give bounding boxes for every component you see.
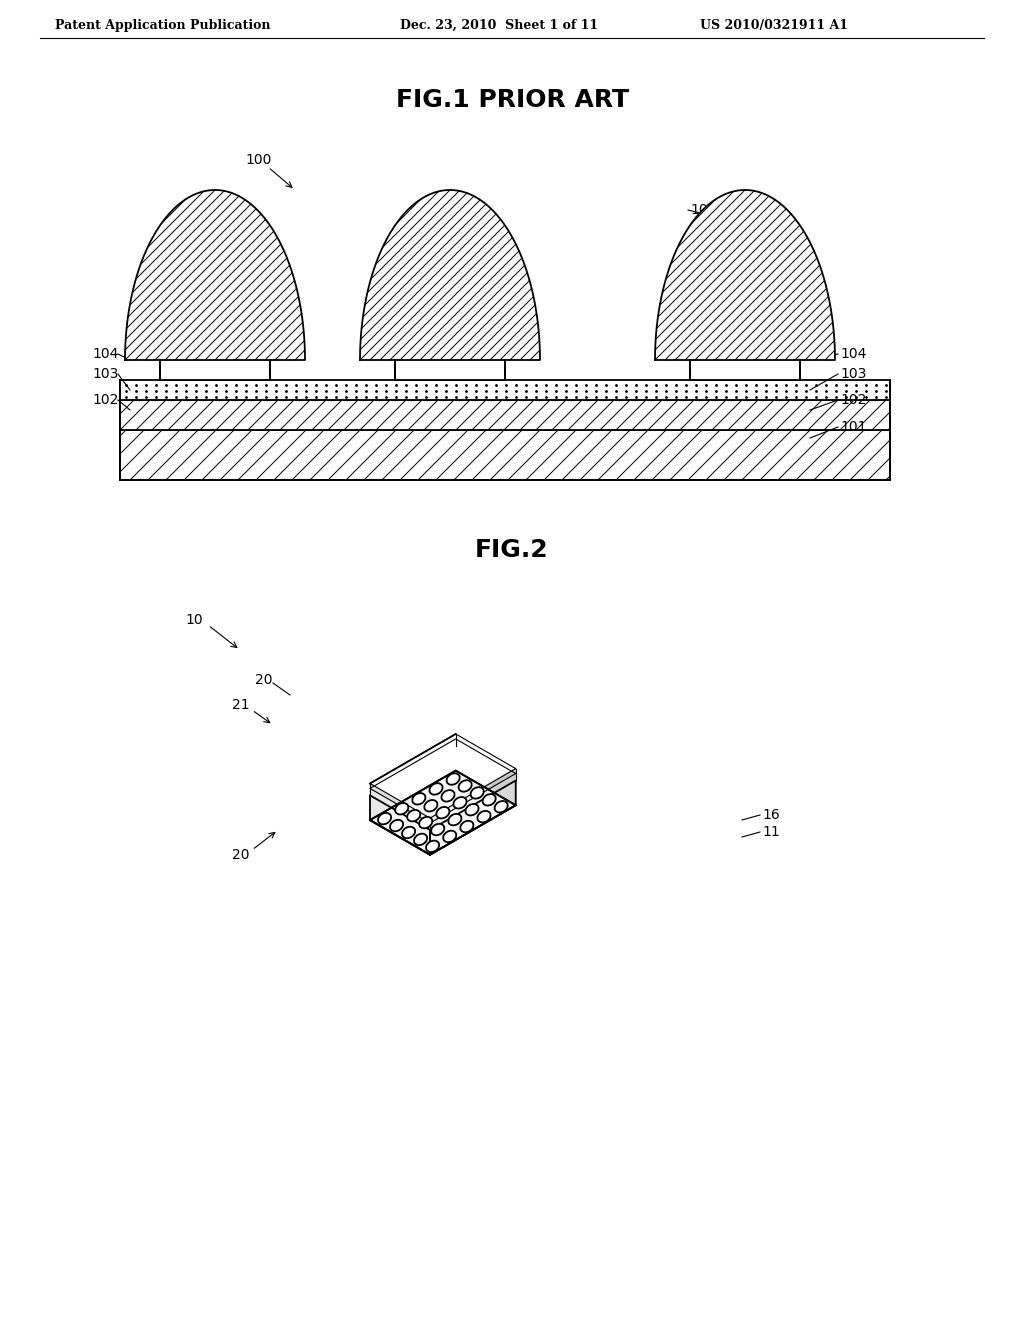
Ellipse shape [495, 801, 508, 813]
Ellipse shape [395, 803, 409, 814]
Text: 11: 11 [762, 825, 779, 840]
Text: Patent Application Publication: Patent Application Publication [55, 18, 270, 32]
Ellipse shape [402, 826, 415, 838]
Text: 20: 20 [232, 847, 250, 862]
Bar [690, 360, 800, 380]
Ellipse shape [413, 793, 425, 805]
Ellipse shape [414, 834, 427, 845]
Ellipse shape [449, 814, 462, 825]
Polygon shape [430, 768, 516, 824]
Text: Dec. 23, 2010  Sheet 1 of 11: Dec. 23, 2010 Sheet 1 of 11 [400, 18, 598, 32]
Text: 105: 105 [690, 203, 717, 216]
Text: 10: 10 [185, 612, 203, 627]
Polygon shape [125, 190, 305, 360]
Ellipse shape [471, 787, 483, 799]
Text: 103: 103 [840, 367, 866, 381]
Text: FIG.2: FIG.2 [475, 539, 549, 562]
Text: 20: 20 [255, 673, 272, 686]
Text: 103: 103 [92, 367, 119, 381]
Polygon shape [370, 788, 430, 830]
Ellipse shape [459, 780, 472, 792]
Bar [120, 430, 890, 480]
Ellipse shape [378, 813, 391, 825]
Text: 101: 101 [840, 420, 866, 434]
Ellipse shape [461, 821, 473, 833]
Text: 102: 102 [840, 393, 866, 407]
Ellipse shape [431, 824, 444, 836]
Ellipse shape [441, 791, 455, 801]
Ellipse shape [424, 800, 437, 812]
Bar [120, 380, 890, 400]
Polygon shape [430, 780, 516, 855]
Polygon shape [370, 784, 430, 824]
Ellipse shape [443, 830, 457, 842]
Polygon shape [655, 190, 835, 360]
Bar [395, 360, 505, 380]
Ellipse shape [436, 807, 450, 818]
Polygon shape [370, 771, 516, 855]
Text: 21: 21 [232, 698, 250, 711]
Polygon shape [430, 774, 516, 830]
Polygon shape [370, 796, 430, 855]
Text: US 2010/0321911 A1: US 2010/0321911 A1 [700, 18, 848, 32]
Ellipse shape [426, 841, 439, 853]
Ellipse shape [482, 795, 496, 805]
Ellipse shape [466, 804, 478, 816]
Bar [120, 400, 890, 430]
Ellipse shape [454, 797, 467, 809]
Ellipse shape [446, 774, 460, 785]
Text: 16: 16 [762, 808, 779, 822]
Bar [160, 360, 270, 380]
Ellipse shape [419, 817, 432, 829]
Text: 104: 104 [840, 347, 866, 360]
Text: 104: 104 [92, 347, 119, 360]
Ellipse shape [429, 783, 442, 795]
Ellipse shape [408, 810, 420, 821]
Ellipse shape [390, 820, 403, 832]
Polygon shape [360, 190, 540, 360]
Ellipse shape [477, 810, 490, 822]
Text: 100: 100 [245, 153, 271, 168]
Text: 102: 102 [92, 393, 119, 407]
Text: FIG.1 PRIOR ART: FIG.1 PRIOR ART [395, 88, 629, 112]
Text: 105: 105 [178, 203, 205, 216]
